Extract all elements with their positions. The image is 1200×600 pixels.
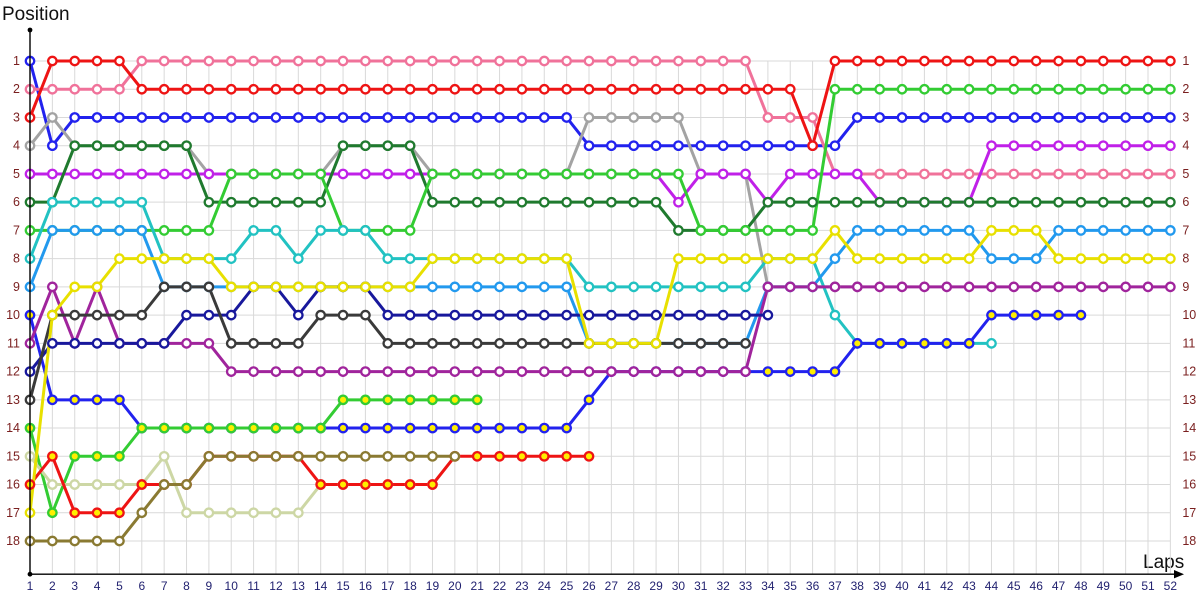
svg-text:45: 45 — [1007, 579, 1021, 593]
svg-text:15: 15 — [6, 449, 20, 463]
svg-text:51: 51 — [1141, 579, 1155, 593]
svg-text:7: 7 — [1182, 223, 1189, 237]
svg-text:13: 13 — [292, 579, 306, 593]
svg-text:13: 13 — [1182, 393, 1196, 407]
svg-text:48: 48 — [1074, 579, 1088, 593]
svg-text:16: 16 — [359, 579, 373, 593]
svg-text:18: 18 — [6, 534, 20, 548]
svg-text:17: 17 — [1182, 506, 1196, 520]
svg-text:38: 38 — [851, 579, 865, 593]
svg-text:8: 8 — [13, 252, 20, 266]
svg-text:Laps: Laps — [1143, 552, 1184, 573]
svg-text:30: 30 — [672, 579, 686, 593]
svg-text:26: 26 — [582, 579, 596, 593]
svg-text:13: 13 — [6, 393, 20, 407]
svg-text:47: 47 — [1052, 579, 1066, 593]
svg-text:5: 5 — [1182, 167, 1189, 181]
svg-text:16: 16 — [1182, 478, 1196, 492]
svg-text:9: 9 — [1182, 280, 1189, 294]
svg-text:7: 7 — [13, 223, 20, 237]
svg-text:19: 19 — [426, 579, 440, 593]
svg-text:40: 40 — [895, 579, 909, 593]
svg-text:12: 12 — [269, 579, 283, 593]
svg-text:2: 2 — [13, 82, 20, 96]
svg-text:41: 41 — [918, 579, 932, 593]
svg-text:3: 3 — [13, 110, 20, 124]
svg-text:24: 24 — [538, 579, 552, 593]
svg-text:9: 9 — [13, 280, 20, 294]
svg-text:8: 8 — [183, 579, 190, 593]
svg-text:23: 23 — [515, 579, 529, 593]
svg-text:17: 17 — [6, 506, 20, 520]
svg-text:31: 31 — [694, 579, 708, 593]
svg-text:37: 37 — [828, 579, 842, 593]
svg-text:35: 35 — [784, 579, 798, 593]
svg-text:18: 18 — [1182, 534, 1196, 548]
svg-text:16: 16 — [6, 478, 20, 492]
svg-text:29: 29 — [649, 579, 663, 593]
svg-text:15: 15 — [1182, 449, 1196, 463]
svg-text:8: 8 — [1182, 252, 1189, 266]
svg-text:49: 49 — [1097, 579, 1111, 593]
svg-text:Position: Position — [2, 4, 70, 25]
svg-text:52: 52 — [1164, 579, 1178, 593]
svg-text:10: 10 — [6, 308, 20, 322]
svg-text:10: 10 — [225, 579, 239, 593]
svg-text:6: 6 — [13, 195, 20, 209]
svg-text:5: 5 — [116, 579, 123, 593]
svg-text:2: 2 — [49, 579, 56, 593]
svg-text:6: 6 — [138, 579, 145, 593]
svg-text:43: 43 — [962, 579, 976, 593]
svg-text:1: 1 — [13, 54, 20, 68]
svg-text:14: 14 — [1182, 421, 1196, 435]
svg-text:3: 3 — [1182, 110, 1189, 124]
svg-text:46: 46 — [1030, 579, 1044, 593]
svg-text:9: 9 — [206, 579, 213, 593]
svg-text:3: 3 — [71, 579, 78, 593]
svg-text:10: 10 — [1182, 308, 1196, 322]
svg-text:50: 50 — [1119, 579, 1133, 593]
svg-text:21: 21 — [471, 579, 485, 593]
svg-text:12: 12 — [1182, 365, 1196, 379]
svg-text:11: 11 — [7, 336, 20, 350]
svg-text:32: 32 — [716, 579, 730, 593]
svg-text:25: 25 — [560, 579, 574, 593]
svg-text:18: 18 — [403, 579, 417, 593]
svg-text:5: 5 — [13, 167, 20, 181]
svg-text:4: 4 — [94, 579, 101, 593]
svg-text:39: 39 — [873, 579, 887, 593]
svg-text:12: 12 — [6, 365, 20, 379]
svg-text:17: 17 — [381, 579, 395, 593]
svg-text:44: 44 — [985, 579, 999, 593]
svg-text:20: 20 — [448, 579, 462, 593]
svg-text:14: 14 — [314, 579, 328, 593]
svg-text:36: 36 — [806, 579, 820, 593]
svg-text:1: 1 — [27, 579, 34, 593]
svg-text:7: 7 — [161, 579, 168, 593]
svg-text:4: 4 — [1182, 139, 1189, 153]
svg-text:6: 6 — [1182, 195, 1189, 209]
svg-text:2: 2 — [1182, 82, 1189, 96]
svg-text:22: 22 — [493, 579, 507, 593]
svg-text:42: 42 — [940, 579, 954, 593]
svg-text:15: 15 — [336, 579, 350, 593]
svg-text:34: 34 — [761, 579, 775, 593]
svg-text:11: 11 — [1182, 336, 1195, 350]
svg-text:4: 4 — [13, 139, 20, 153]
svg-text:33: 33 — [739, 579, 753, 593]
svg-text:14: 14 — [6, 421, 20, 435]
svg-text:28: 28 — [627, 579, 641, 593]
svg-text:1: 1 — [1182, 54, 1189, 68]
svg-text:27: 27 — [605, 579, 619, 593]
svg-text:11: 11 — [247, 579, 260, 593]
